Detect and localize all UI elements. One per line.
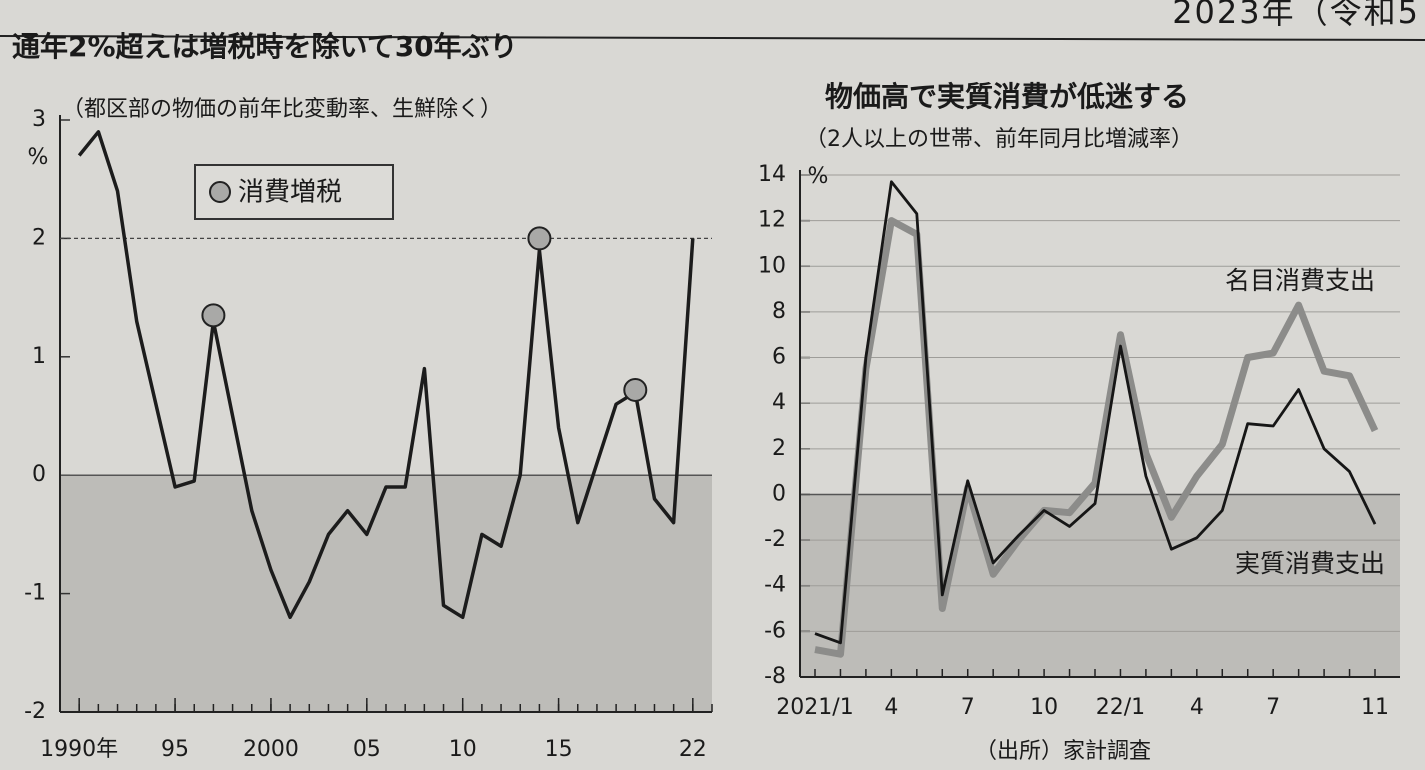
marker (201, 303, 226, 328)
y-tick-label: 14 (758, 162, 786, 187)
y-tick-label: 4 (772, 390, 786, 415)
header-date: 2023年（令和5 (1172, 0, 1420, 31)
legend-label: 消費増税 (238, 178, 342, 208)
source: （出所）家計調査 (975, 739, 1151, 764)
y-tick-label: -2 (24, 699, 46, 724)
y-tick-label: 12 (758, 208, 786, 233)
x-tick-label: 15 (545, 737, 573, 762)
y-tick-label: 1 (32, 344, 46, 369)
x-tick-label: 7 (1266, 695, 1280, 720)
header-rule (0, 35, 1425, 41)
y-tick-label: -1 (24, 581, 46, 606)
x-tick-label: 7 (961, 695, 975, 720)
y-tick-label: 8 (772, 299, 786, 324)
marker (623, 377, 648, 402)
x-tick-label: 05 (353, 737, 381, 762)
x-tick-label: 11 (1361, 695, 1389, 720)
series-label: 名目消費支出 (1225, 266, 1375, 295)
y-tick-label: -6 (764, 618, 786, 643)
x-tick-label: 2000 (243, 737, 299, 762)
x-tick-label: 1990年 (40, 737, 118, 762)
x-tick-label: 10 (449, 737, 477, 762)
legend-marker (209, 181, 231, 203)
line (814, 180, 1377, 645)
y-tick-label: -2 (764, 527, 786, 552)
y-unit: % (28, 145, 49, 170)
y-tick-label: -8 (764, 664, 786, 689)
x-tick-label: 2021/1 (776, 695, 853, 720)
chart-title: 物価高で実質消費が低迷する (825, 80, 1189, 113)
y-unit: % (808, 164, 829, 189)
y-tick-label: 6 (772, 345, 786, 370)
line (814, 217, 1379, 658)
x-tick-label: 10 (1030, 695, 1058, 720)
series-label: 実質消費支出 (1235, 549, 1385, 578)
chart-title: 通年2%超えは増税時を除いて30年ぶり (12, 30, 518, 63)
y-tick-label: 0 (772, 481, 786, 506)
x-tick-label: 4 (1190, 695, 1204, 720)
chart-subtitle: （都区部の物価の前年比変動率、生鮮除く） (62, 97, 502, 122)
y-tick-label: 3 (32, 107, 46, 132)
y-tick-label: -4 (764, 573, 786, 598)
x-tick-label: 22 (679, 737, 707, 762)
marker (527, 226, 552, 251)
x-tick-label: 95 (161, 737, 189, 762)
y-tick-label: 2 (32, 225, 46, 250)
negative-shade (60, 475, 712, 712)
y-tick-label: 0 (32, 462, 46, 487)
y-tick-label: 10 (758, 253, 786, 278)
line (77, 130, 695, 620)
x-tick-label: 4 (884, 695, 898, 720)
chart-subtitle: （2人以上の世帯、前年同月比増減率） (805, 127, 1193, 152)
y-tick-label: 2 (772, 436, 786, 461)
x-tick-label: 22/1 (1096, 695, 1145, 720)
